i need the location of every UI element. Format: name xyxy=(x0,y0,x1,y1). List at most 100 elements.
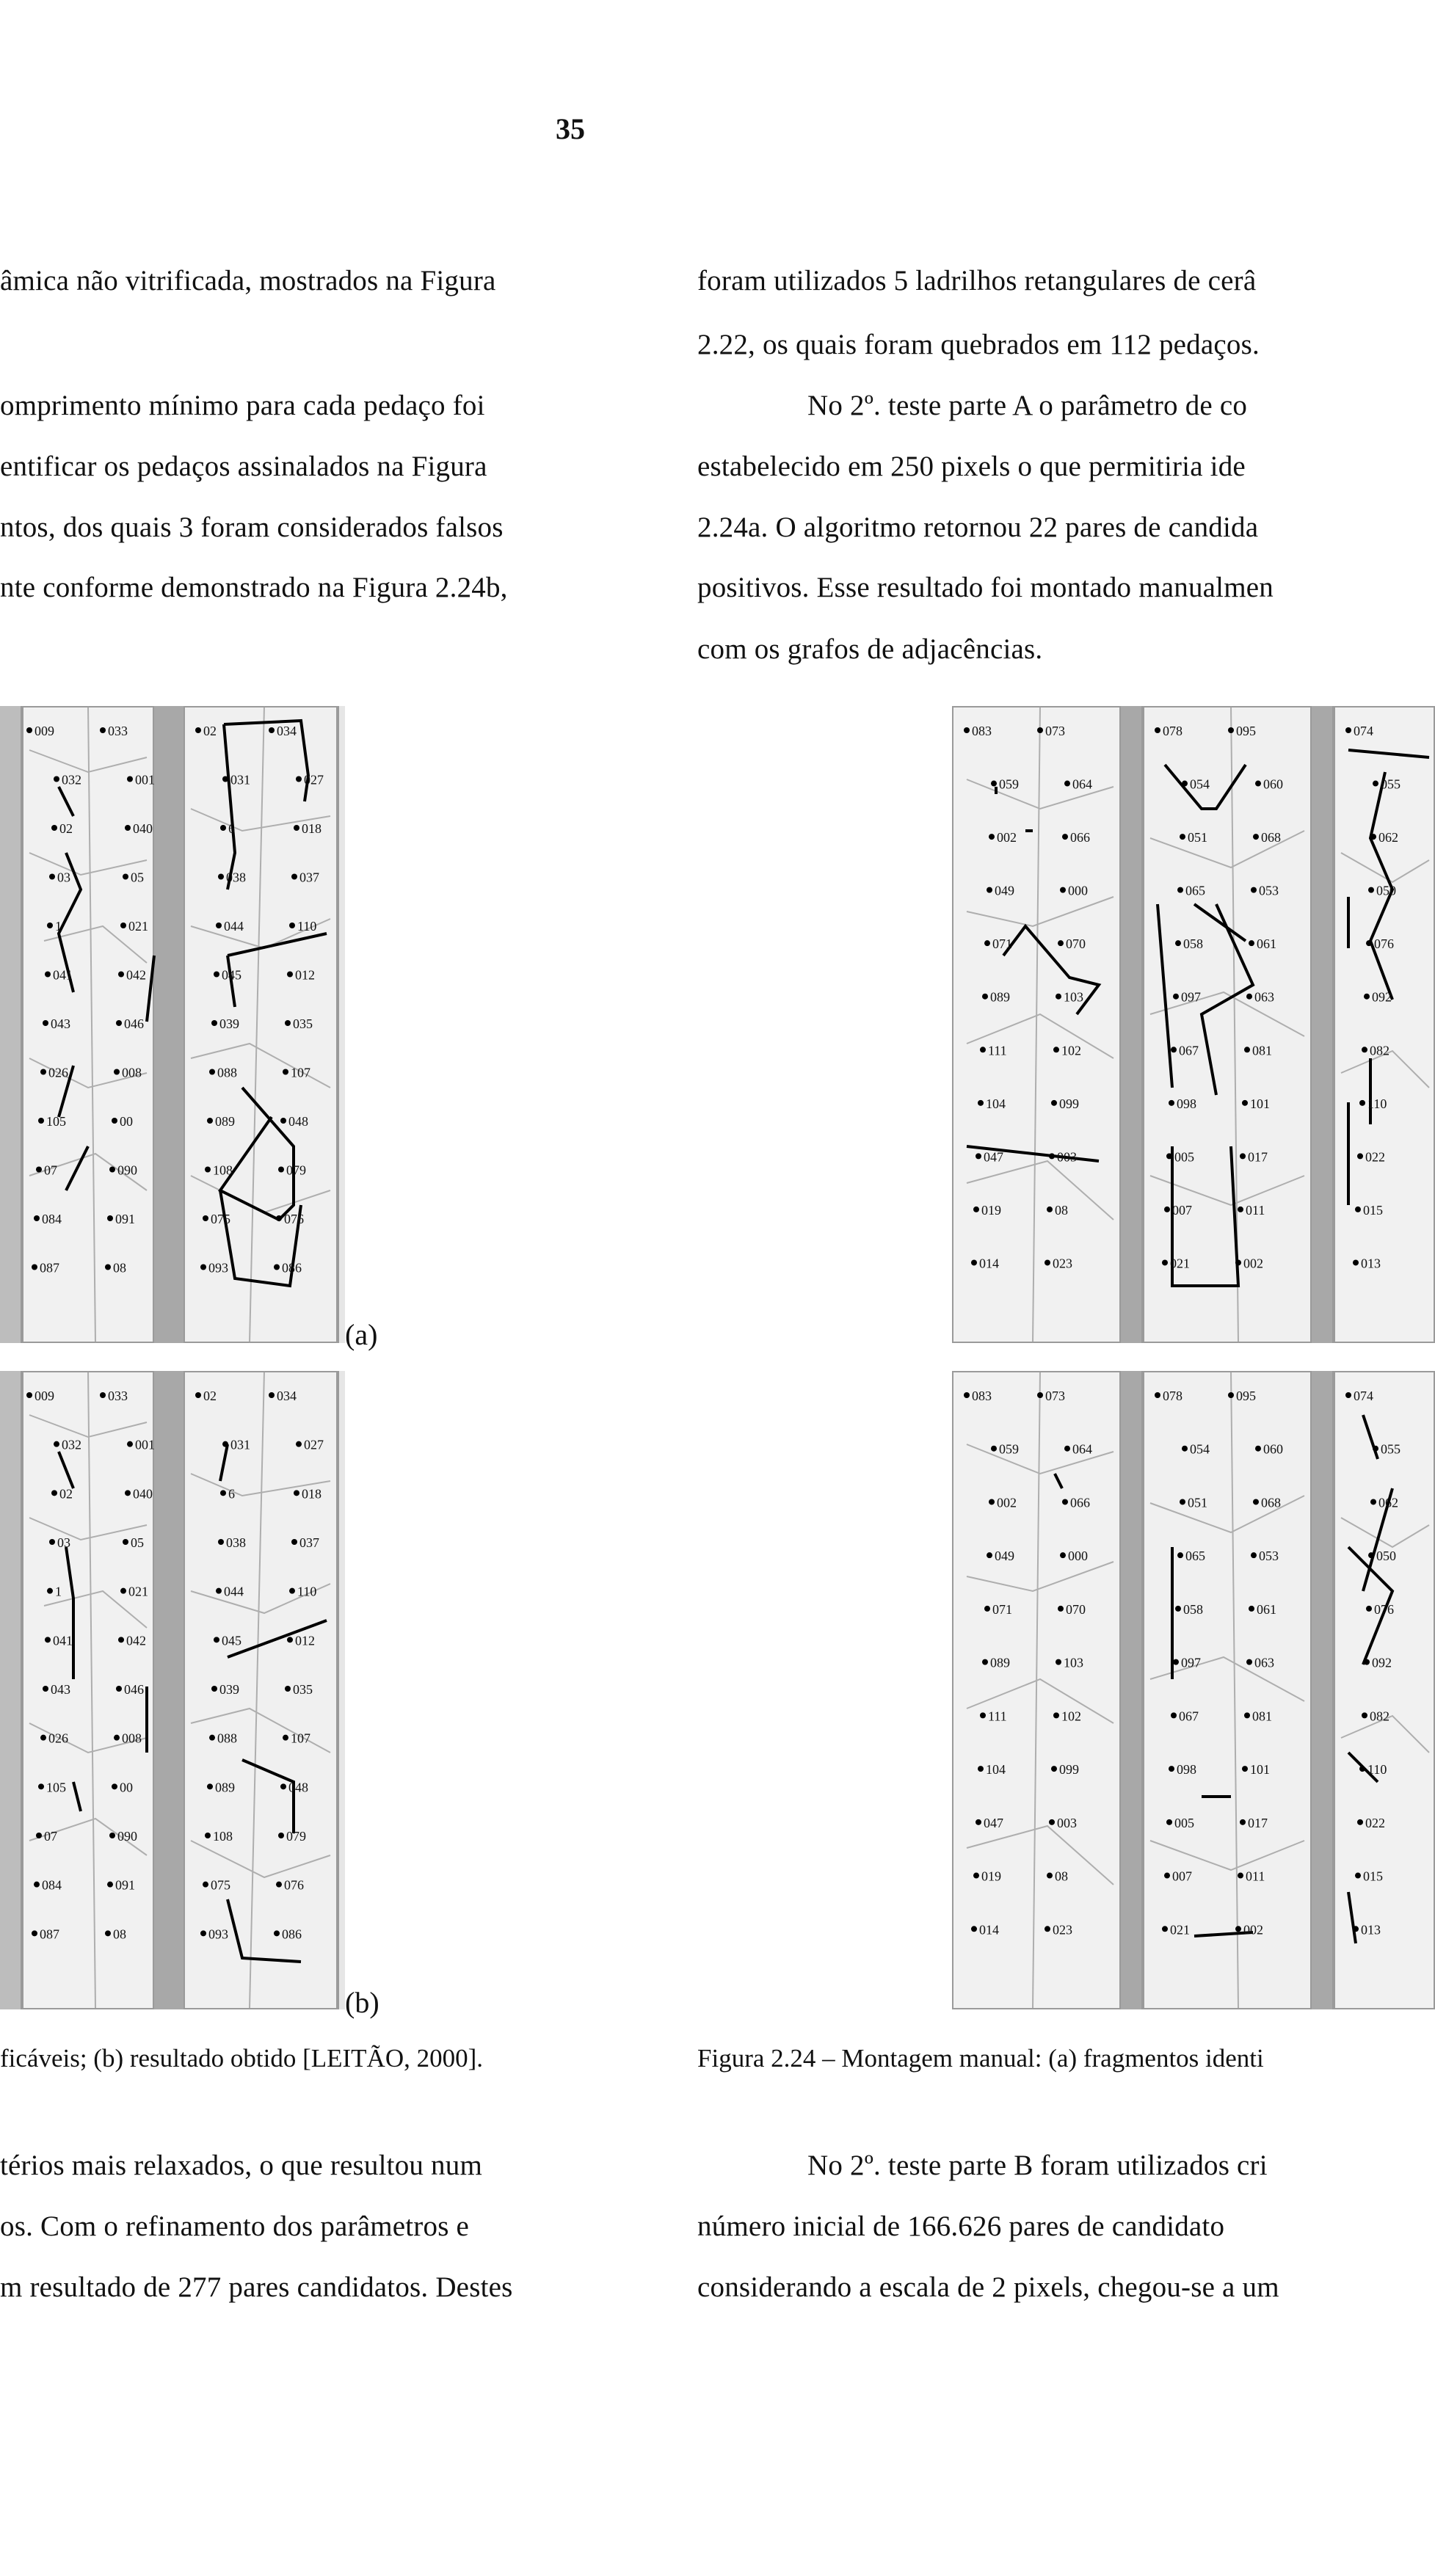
fragment-label: 102 xyxy=(1061,1709,1081,1723)
left-text-line: entificar os pedaços assinalados na Figu… xyxy=(0,451,487,482)
fragment-label: 074 xyxy=(1354,1389,1373,1403)
fragment-label: 037 xyxy=(299,1535,319,1550)
fragment-dot xyxy=(984,1605,990,1612)
fragment-label: 111 xyxy=(988,1709,1007,1723)
fragment-dot xyxy=(1037,1392,1043,1398)
fragment-dot xyxy=(283,1734,288,1741)
fragment-dot xyxy=(1177,887,1183,893)
fragment-dot xyxy=(36,1833,42,1838)
fragment-dot xyxy=(1053,1712,1059,1719)
fragment-label: 032 xyxy=(62,773,81,787)
fragment-dot xyxy=(209,1734,215,1741)
fragment-label: 012 xyxy=(295,968,315,983)
fragment-dot xyxy=(1162,1926,1168,1932)
fragment-label: 064 xyxy=(1072,1442,1092,1457)
fragment-label: 098 xyxy=(1177,1096,1196,1111)
fragment-dot xyxy=(203,1215,208,1221)
fragment-dot xyxy=(1370,1499,1376,1505)
fragment-label: 040 xyxy=(133,1486,153,1501)
fragment-dot xyxy=(289,923,295,928)
fragment-label: 063 xyxy=(1254,990,1274,1005)
fragment-label: 070 xyxy=(1066,936,1086,951)
fragment-dot xyxy=(47,1587,53,1594)
fragment-dot xyxy=(296,776,302,782)
fragment-dot xyxy=(222,1441,228,1447)
right-text-line: com os grafos de adjacências. xyxy=(697,633,1043,665)
fragment-dot xyxy=(118,1637,124,1643)
fragment-dot xyxy=(1238,1206,1243,1212)
fragment-label: 078 xyxy=(1163,724,1182,738)
fragment-label: 005 xyxy=(1174,1149,1194,1164)
fragment-dot xyxy=(107,1215,113,1221)
fragment-dot xyxy=(278,1833,284,1838)
fragment-dot xyxy=(1238,1872,1243,1879)
fragment-label: 102 xyxy=(1061,1043,1081,1058)
fragment-label: 061 xyxy=(1257,1602,1276,1617)
fragment-dot xyxy=(1359,1099,1365,1106)
fragment-dot xyxy=(980,1712,986,1719)
fragment-label: 021 xyxy=(128,919,148,934)
fragment-label: 038 xyxy=(226,1535,246,1550)
fragment-label: 082 xyxy=(1370,1043,1389,1058)
page-number: 35 xyxy=(556,112,585,145)
fragment-label: 044 xyxy=(224,919,244,934)
fragment-dot xyxy=(1166,1819,1172,1825)
fragment-dot xyxy=(1255,780,1261,787)
fragment-dot xyxy=(26,1392,32,1398)
fragment-label: 086 xyxy=(282,1261,302,1276)
fragment-label: 042 xyxy=(126,968,146,983)
fragment-dot xyxy=(203,1881,208,1888)
fragment-label: 017 xyxy=(1248,1816,1268,1830)
fragment-label: 00 xyxy=(120,1780,133,1794)
fragment-dot xyxy=(1162,1259,1168,1266)
fragment-label: 049 xyxy=(995,884,1014,898)
fragment-label: 051 xyxy=(1188,1495,1207,1510)
fragment-label: 101 xyxy=(1250,1096,1270,1111)
right-text-line: 2.22, os quais foram quebrados em 112 pe… xyxy=(697,329,1260,360)
fragment-dot xyxy=(116,1020,122,1026)
fragment-label: 08 xyxy=(113,1261,126,1276)
fragment-dot xyxy=(1251,1552,1257,1559)
fragment-dot xyxy=(127,776,133,782)
fragment-label: 027 xyxy=(304,1438,324,1452)
fragment-dot xyxy=(973,1206,979,1212)
fragment-dot xyxy=(1051,1766,1057,1772)
right-text-line: estabelecido em 250 pixels o que permiti… xyxy=(697,451,1246,482)
fragment-dot xyxy=(1364,993,1370,1000)
fragment-dot xyxy=(1366,940,1372,947)
fragment-dot xyxy=(1249,1605,1254,1612)
fragment-label: 008 xyxy=(122,1731,142,1746)
fragment-dot xyxy=(1045,1926,1050,1932)
fragment-dot xyxy=(107,1881,113,1888)
fragment-label: 089 xyxy=(215,1780,235,1794)
fragment-label: 088 xyxy=(217,1731,237,1746)
fragment-label: 054 xyxy=(1190,777,1210,792)
left-bottom-line: m resultado de 277 pares candidatos. Des… xyxy=(0,2271,513,2303)
fragment-dot xyxy=(1164,1206,1170,1212)
fragment-label: 037 xyxy=(299,870,319,885)
fragment-label: 110 xyxy=(1367,1762,1387,1777)
fragment-dot xyxy=(285,1686,291,1692)
fragment-dot xyxy=(278,1166,284,1173)
fragment-label: 022 xyxy=(1365,1149,1385,1164)
fragment-label: 111 xyxy=(988,1043,1007,1058)
fragment-dot xyxy=(1175,1605,1181,1612)
fragment-dot xyxy=(36,1166,42,1173)
fragment-label: 054 xyxy=(1190,1442,1210,1457)
fragment-label: 088 xyxy=(217,1066,237,1080)
fragment-label: 043 xyxy=(51,1016,70,1031)
fragment-label: 005 xyxy=(1174,1816,1194,1830)
fragment-dot xyxy=(1175,940,1181,947)
fragment-dot xyxy=(976,1819,981,1825)
fragment-label: 064 xyxy=(1072,777,1092,792)
fragment-label: 084 xyxy=(42,1878,62,1893)
fragment-dot xyxy=(274,1930,280,1937)
fragment-dot xyxy=(973,1872,979,1879)
fragment-dot xyxy=(205,1166,211,1173)
fragment-dot xyxy=(1058,1605,1064,1612)
fragment-label: 090 xyxy=(117,1829,137,1844)
fragment-dot xyxy=(1062,834,1068,840)
fragment-label: 035 xyxy=(293,1682,313,1697)
fragment-label: 073 xyxy=(1045,1389,1065,1403)
fragment-label: 058 xyxy=(1183,936,1203,951)
